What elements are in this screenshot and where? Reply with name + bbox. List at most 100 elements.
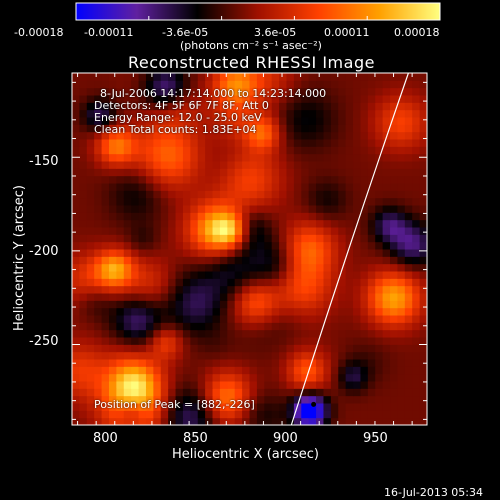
- heatmap-cell: [353, 307, 361, 316]
- heatmap-cell: [330, 87, 339, 96]
- heatmap-cell: [404, 381, 413, 389]
- heatmap-cell: [390, 131, 398, 140]
- heatmap-cell: [197, 410, 206, 419]
- heatmap-cell: [323, 117, 332, 125]
- heatmap-cell: [153, 168, 162, 177]
- heatmap-cell: [227, 337, 236, 345]
- heatmap-cell: [367, 124, 376, 133]
- heatmap-cell: [323, 183, 332, 191]
- heatmap-cell: [131, 87, 140, 96]
- heatmap-cell: [138, 278, 147, 287]
- heatmap-cell: [397, 102, 406, 111]
- heatmap-cell: [286, 205, 295, 213]
- heatmap-cell: [234, 344, 243, 353]
- heatmap-cell: [94, 417, 103, 425]
- heatmap-cell: [212, 168, 221, 177]
- heatmap-cell: [212, 234, 221, 243]
- heatmap-cell: [138, 285, 147, 294]
- heatmap-cell: [108, 344, 117, 353]
- heatmap-cell: [390, 403, 398, 411]
- heatmap-cell: [397, 388, 406, 397]
- heatmap-cell: [182, 124, 191, 133]
- heatmap-cell: [116, 80, 125, 89]
- heatmap-cell: [101, 234, 110, 243]
- heatmap-cell: [412, 344, 421, 353]
- heatmap-cell: [338, 359, 347, 367]
- heatmap-cell: [316, 344, 324, 353]
- heatmap-cell: [242, 256, 250, 265]
- heatmap-cell: [101, 219, 110, 228]
- heatmap-cell: [168, 263, 177, 272]
- heatmap-cell: [256, 300, 265, 309]
- heatmap-cell: [72, 285, 80, 294]
- heatmap-cell: [382, 168, 391, 177]
- heatmap-cell: [264, 80, 273, 89]
- heatmap-cell: [419, 278, 427, 287]
- heatmap-cell: [197, 139, 206, 147]
- heatmap-cell: [160, 381, 169, 389]
- heatmap-cell: [108, 263, 117, 272]
- heatmap-cell: [375, 329, 384, 338]
- heatmap-cell: [382, 234, 391, 243]
- heatmap-cell: [72, 80, 80, 89]
- heatmap-cell: [330, 322, 339, 331]
- heatmap-cell: [190, 219, 199, 228]
- heatmap-cell: [219, 373, 228, 382]
- heatmap-cell: [79, 410, 88, 419]
- heatmap-cell: [168, 146, 177, 155]
- heatmap-cell: [293, 403, 302, 411]
- heatmap-cell: [256, 366, 265, 375]
- heatmap-cell: [279, 293, 287, 301]
- heatmap-cell: [316, 175, 324, 184]
- heatmap-cell: [264, 197, 273, 206]
- heatmap-cell: [412, 227, 421, 235]
- heatmap-cell: [138, 73, 147, 81]
- heatmap-cell: [397, 190, 406, 199]
- heatmap-cell: [242, 124, 250, 133]
- heatmap-cell: [264, 351, 273, 360]
- heatmap-cell: [79, 329, 88, 338]
- heatmap-cell: [345, 278, 354, 287]
- heatmap-cell: [131, 307, 140, 316]
- heatmap-cell: [419, 234, 427, 243]
- heatmap-cell: [249, 87, 258, 96]
- heatmap-cell: [249, 95, 258, 103]
- heatmap-cell: [108, 95, 117, 103]
- heatmap-cell: [145, 241, 154, 250]
- heatmap-cell: [145, 337, 154, 345]
- heatmap-cell: [131, 366, 140, 375]
- heatmap-cell: [108, 227, 117, 235]
- heatmap-cell: [205, 322, 214, 331]
- heatmap-cell: [123, 190, 132, 199]
- heatmap-cell: [330, 410, 339, 419]
- heatmap-cell: [360, 102, 369, 111]
- heatmap-cell: [360, 131, 369, 140]
- heatmap-cell: [293, 344, 302, 353]
- heatmap-cell: [353, 131, 361, 140]
- heatmap-cell: [116, 293, 125, 301]
- heatmap-cell: [138, 80, 147, 89]
- heatmap-cell: [234, 161, 243, 169]
- heatmap-cell: [168, 344, 177, 353]
- heatmap-cell: [219, 153, 228, 162]
- heatmap-cell: [190, 285, 199, 294]
- heatmap-cell: [86, 329, 95, 338]
- heatmap-cell: [390, 153, 398, 162]
- heatmap-cell: [234, 373, 243, 382]
- heatmap-cell: [271, 73, 280, 81]
- heatmap-cell: [397, 307, 406, 316]
- heatmap-cell: [316, 234, 324, 243]
- heatmap-cell: [308, 256, 317, 265]
- heatmap-cell: [227, 329, 236, 338]
- heatmap-cell: [367, 373, 376, 382]
- heatmap-cell: [227, 87, 236, 96]
- heatmap-cell: [205, 359, 214, 367]
- heatmap-cell: [205, 197, 214, 206]
- heatmap-cell: [190, 366, 199, 375]
- heatmap-cell: [367, 322, 376, 331]
- heatmap-cell: [242, 395, 250, 404]
- heatmap-cell: [375, 366, 384, 375]
- heatmap-cell: [116, 417, 125, 425]
- heatmap-cell: [175, 329, 184, 338]
- heatmap-cell: [330, 117, 339, 125]
